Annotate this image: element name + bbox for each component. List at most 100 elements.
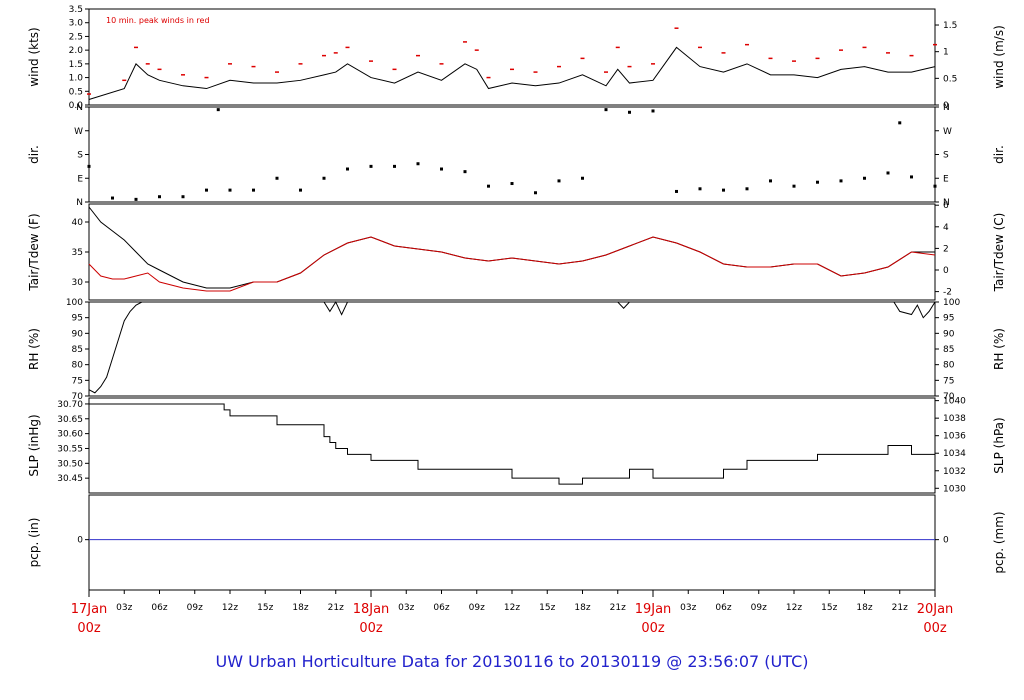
panel-frame: [88, 397, 936, 494]
y-tick-label-left: N: [76, 103, 83, 113]
day-label: 17Jan: [71, 602, 108, 617]
panel-dir: dir. dir. N E S W N N E S W N: [27, 103, 1006, 208]
wind-dir-point: [510, 182, 514, 186]
x-tick-label: 12z: [786, 603, 802, 613]
y-tick-label-left: 75: [72, 376, 83, 386]
x-tick-label: 09z: [469, 603, 485, 613]
x-tick-label: 15z: [821, 603, 837, 613]
y-axis-label-right: wind (m/s): [992, 25, 1006, 89]
y-tick-label-right: 0: [943, 266, 949, 276]
y-tick-label-right: W: [943, 127, 952, 137]
wind-dir-point: [651, 109, 655, 113]
x-tick-label: 03z: [116, 603, 132, 613]
panel-frame: [88, 106, 936, 203]
y-tick-label-right: 95: [943, 314, 954, 324]
wind-dir-point: [698, 187, 702, 191]
y-tick-label-left: 30.60: [57, 430, 83, 440]
dew-point-line: [88, 236, 936, 292]
peak-wind-note: 10 min. peak winds in red: [106, 16, 210, 25]
wind-dir-point: [769, 179, 772, 183]
wind-dir-point: [898, 121, 902, 125]
wind-dir-point: [487, 184, 490, 188]
y-tick-label-left: 85: [72, 345, 83, 355]
wind-dir-point: [322, 176, 326, 180]
y-tick-label-left: 1.5: [69, 60, 83, 70]
y-tick-label-right: 85: [943, 345, 954, 355]
wind-dir-point: [416, 162, 420, 166]
y-tick-label-right: 70: [943, 392, 955, 402]
y-tick-label-left: 30: [72, 278, 84, 288]
y-axis-label-left: SLP (inHg): [27, 414, 41, 476]
y-tick-label-left: 90: [72, 329, 84, 339]
x-tick-label: 12z: [504, 603, 520, 613]
y-axis-label-left: pcp. (in): [27, 518, 41, 568]
y-tick-label-left: N: [76, 198, 83, 208]
panel-temp: Tair/Tdew (F) Tair/Tdew (C) 30 35 40 -2 0 2 4 6: [27, 201, 1006, 301]
wind-dir-point: [346, 167, 349, 171]
wind-dir-point: [910, 175, 913, 179]
x-tick-label: 09z: [751, 603, 767, 613]
y-tick-label-right: N: [943, 103, 950, 113]
x-tick-label: 06z: [433, 603, 449, 613]
y-tick-label-left: 30.65: [57, 415, 83, 425]
wind-dir-point: [275, 176, 279, 180]
x-axis: 03z 06z 09z 12z 15z 18z 21z 03z 06z 09z 12z 15z 18z 2…: [71, 590, 954, 636]
y-tick-label-left: 0: [77, 536, 83, 546]
wind-dir-point: [933, 184, 937, 188]
x-tick-label: 09z: [187, 603, 203, 613]
y-tick-label-right: 1: [943, 48, 949, 58]
x-tick-label: 06z: [151, 603, 167, 613]
y-tick-label-right: 1034: [943, 449, 966, 459]
y-tick-label-right: E: [943, 174, 949, 184]
y-axis-label-right: RH (%): [992, 328, 1006, 370]
x-tick-label: 06z: [715, 603, 731, 613]
wind-dir-point: [216, 108, 220, 112]
y-tick-label-left: E: [77, 174, 83, 184]
x-tick-label: 03z: [398, 603, 414, 613]
wind-dir-point: [863, 176, 866, 180]
y-tick-label-right: N: [943, 198, 950, 208]
wind-dir-point: [745, 187, 749, 191]
slp-line: [89, 403, 936, 485]
y-axis-label-right: Tair/Tdew (C): [992, 213, 1006, 293]
x-tick-label: 18z: [292, 603, 308, 613]
y-tick-label-right: 0: [943, 536, 949, 546]
y-tick-label-right: 100: [943, 298, 960, 308]
wind-dir-point: [675, 189, 678, 193]
day-label: 20Jan: [917, 602, 954, 617]
wind-dir-point: [792, 184, 796, 188]
panel-frame: [88, 494, 936, 591]
y-axis-label-right: SLP (hPa): [992, 417, 1006, 473]
panel-pcp: pcp. (in) pcp. (mm) 0 0: [27, 494, 1006, 591]
y-tick-label-left: 30.55: [57, 444, 83, 454]
y-tick-label-right: 1.5: [943, 21, 957, 31]
wind-dir-point: [299, 188, 302, 192]
wind-dir-point: [557, 179, 561, 183]
y-tick-label-right: 90: [943, 329, 955, 339]
wind-dir-point: [252, 188, 255, 192]
x-tick-label: 15z: [257, 603, 273, 613]
wind-dir-point: [839, 179, 843, 183]
y-axis-label-left: dir.: [27, 145, 41, 164]
y-tick-label-right: 1038: [943, 414, 966, 424]
panel-frame: [88, 301, 936, 397]
y-tick-label-left: 3.0: [69, 19, 84, 29]
wind-dir-point: [463, 170, 467, 174]
chart-title: UW Urban Horticulture Data for 20130116 …: [216, 652, 809, 671]
day-label: 18Jan: [353, 602, 390, 617]
y-tick-label-left: 0.5: [69, 87, 83, 97]
panel-rh: RH (%) RH (%) 70 75 80 85 90 95 100 70 75 80 85 90 95 1…: [27, 298, 1006, 402]
y-tick-label-left: 30.70: [57, 400, 83, 410]
y-tick-label-right: 6: [943, 201, 949, 211]
y-tick-label-left: 2.0: [69, 46, 84, 56]
y-tick-label-right: 1032: [943, 467, 966, 477]
x-tick-label: 21z: [892, 603, 908, 613]
wind-dir-point: [886, 171, 890, 175]
wind-dir-point: [581, 176, 584, 180]
y-tick-label-right: 0: [943, 101, 949, 111]
x-tick-label: 21z: [328, 603, 344, 613]
x-tick-label: 12z: [222, 603, 238, 613]
y-tick-label-left: 95: [72, 314, 83, 324]
y-tick-label-left: 40: [72, 218, 84, 228]
